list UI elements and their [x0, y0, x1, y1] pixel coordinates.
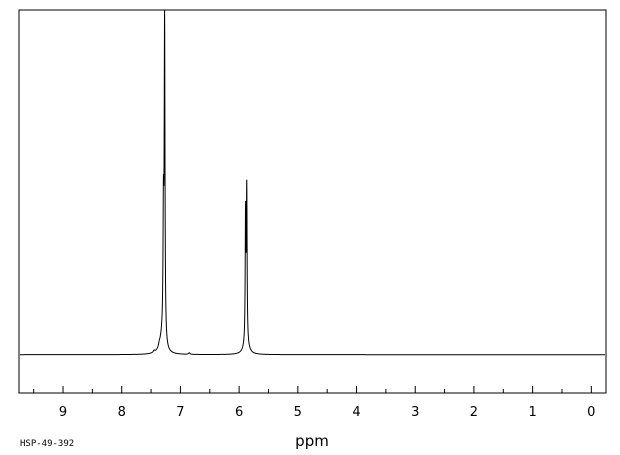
- tick-label-7: 7: [176, 405, 184, 420]
- tick-label-3: 3: [411, 405, 419, 420]
- tick-label-9: 9: [59, 405, 67, 420]
- tick-label-1: 1: [528, 405, 536, 420]
- tick-label-6: 6: [235, 405, 243, 420]
- plot-frame: [18, 9, 607, 394]
- tick-label-0: 0: [587, 405, 595, 420]
- x-axis-title: ppm: [295, 432, 329, 450]
- spectrum-line: [20, 9, 605, 356]
- x-axis-tick-labels: 9 8 7 6 5 4 3 2 1 0: [59, 405, 596, 420]
- tick-label-5: 5: [294, 405, 302, 420]
- x-axis-ticks: [33, 386, 592, 393]
- tick-label-2: 2: [470, 405, 478, 420]
- tick-label-8: 8: [118, 405, 126, 420]
- spectrum-code-label: HSP-49-392: [20, 439, 74, 449]
- tick-label-4: 4: [352, 405, 360, 420]
